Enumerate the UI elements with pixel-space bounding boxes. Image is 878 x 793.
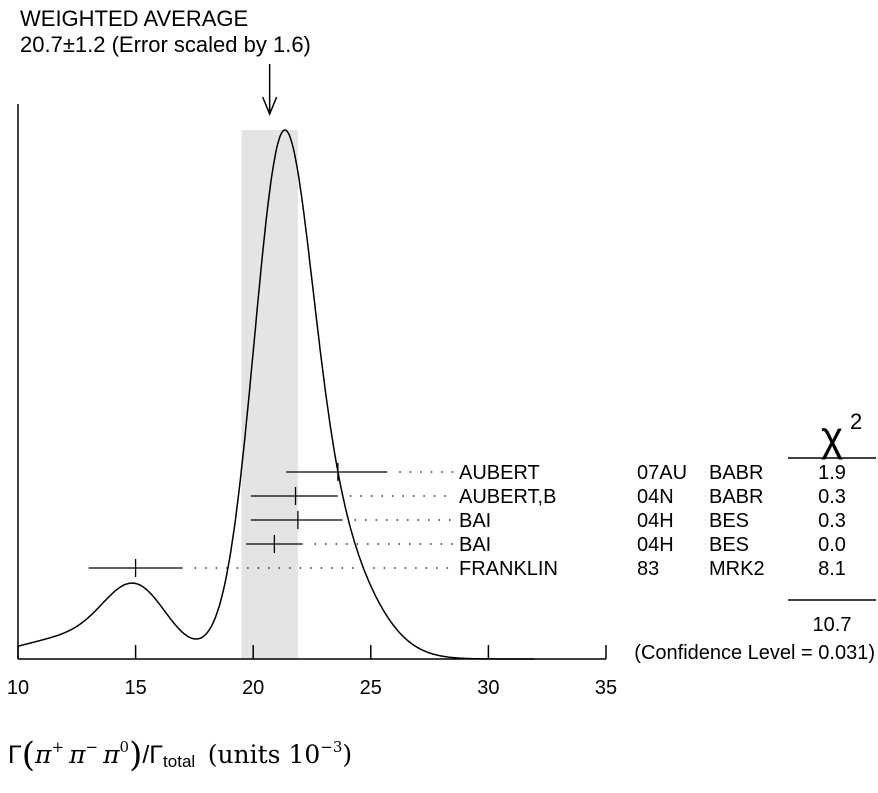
x-label-open-paren: ( [21, 735, 36, 775]
measurement-experiment: BES [709, 534, 749, 556]
weighted-average-arrow [261, 64, 278, 116]
x-label-exponent: −3 [320, 738, 343, 756]
weighted-average-band [241, 130, 298, 659]
measurement-experiment: BABR [709, 462, 763, 484]
measurement-chi2: 8.1 [818, 558, 846, 580]
x-label-plus: + [51, 738, 65, 756]
measurement-experiment: BABR [709, 486, 763, 508]
x-axis-label: Γ(π+ π− π0)/Γtotal (units 10−3) [8, 738, 352, 772]
measurement-chi2: 0.3 [818, 486, 846, 508]
x-label-units-close: ) [342, 740, 353, 769]
chi2-header: χ [821, 413, 843, 460]
measurement-reference: 83 [637, 558, 659, 580]
x-tick-label: 15 [124, 677, 146, 699]
measurement-reference: 07AU [637, 462, 687, 484]
measurement-author: FRANKLIN [459, 558, 558, 580]
measurement-reference: 04H [637, 534, 674, 556]
x-label-gamma: Γ [8, 741, 22, 769]
x-label-zero: 0 [119, 738, 130, 756]
x-label-pi-zero: π [103, 740, 120, 769]
x-label-close-paren: ) [129, 735, 143, 775]
chi2-total: 10.7 [813, 614, 852, 636]
measurement-experiment: BES [709, 510, 749, 532]
x-ticks: 10 15 20 25 30 35 [7, 645, 617, 699]
x-label-minus: − [85, 738, 99, 756]
x-label-total: total [163, 752, 196, 771]
measurement-chi2: 1.9 [818, 462, 846, 484]
x-label-pi-minus: π [69, 740, 86, 769]
measurement-author: BAI [459, 510, 491, 532]
x-tick-label: 30 [477, 677, 499, 699]
measurement-reference: 04H [637, 510, 674, 532]
measurements: AUBERT 07AU BABR 1.9 AUBERT,B 04N BABR 0.3 BAI 04… [88, 462, 846, 580]
x-label-pi-plus: π [35, 740, 52, 769]
measurement-author: BAI [459, 534, 491, 556]
chart-subtitle: 20.7±1.2 (Error scaled by 1.6) [20, 32, 311, 57]
x-tick-label: 35 [595, 677, 617, 699]
x-label-units: (units 10 [207, 740, 321, 769]
measurement-chi2: 0.3 [818, 510, 846, 532]
chart-title: WEIGHTED AVERAGE [20, 6, 248, 31]
x-tick-label: 10 [7, 677, 29, 699]
measurement-author: AUBERT,B [459, 486, 556, 508]
chi2-header-superscript: 2 [850, 409, 862, 434]
measurement-author: AUBERT [459, 462, 540, 484]
x-tick-label: 25 [360, 677, 382, 699]
x-tick-label: 20 [242, 677, 264, 699]
measurement-experiment: MRK2 [709, 558, 765, 580]
x-label-slash-gamma: /Γ [142, 741, 164, 769]
measurement-chi2: 0.0 [818, 534, 846, 556]
confidence-level: (Confidence Level = 0.031) [634, 642, 875, 664]
ideogram-curve [17, 129, 535, 660]
measurement-reference: 04N [637, 486, 674, 508]
